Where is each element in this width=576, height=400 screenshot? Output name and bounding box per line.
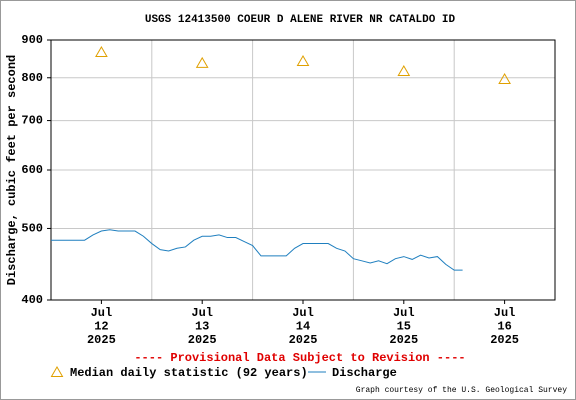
- x-tick-label: 2025: [289, 333, 318, 347]
- triangle-marker: [498, 72, 511, 84]
- legend-label: Discharge: [332, 366, 397, 380]
- y-tick-label: 800: [21, 71, 43, 85]
- x-tick-label: 2025: [389, 333, 418, 347]
- x-tick-label: Jul: [292, 306, 314, 320]
- x-tick-label: 2025: [87, 333, 116, 347]
- chart-title: USGS 12413500 COEUR D ALENE RIVER NR CAT…: [145, 14, 456, 26]
- triangle-marker: [195, 56, 209, 68]
- credit: Graph courtesy of the U.S. Geological Su…: [356, 386, 567, 395]
- provisional-note: ---- Provisional Data Subject to Revisio…: [134, 351, 465, 365]
- x-tick-label: 16: [497, 320, 511, 334]
- x-tick-label: 2025: [188, 333, 217, 347]
- triangle-marker: [397, 65, 411, 77]
- y-tick-label: 500: [21, 222, 43, 236]
- legend-label: Median daily statistic (92 years): [70, 366, 308, 380]
- triangle-marker: [296, 54, 310, 66]
- triangle-marker: [95, 45, 108, 57]
- x-tick-label: 2025: [490, 333, 519, 347]
- x-tick-label: Jul: [91, 306, 113, 320]
- x-tick-label: Jul: [191, 306, 213, 320]
- y-tick-label: 700: [21, 114, 43, 128]
- y-axis-label: Discharge, cubic feet per second: [5, 55, 19, 285]
- discharge-line: [51, 229, 463, 271]
- triangle-marker: [50, 366, 64, 377]
- x-tick-label: 15: [397, 320, 411, 334]
- y-tick-label: 900: [21, 33, 43, 47]
- x-tick-label: 14: [296, 320, 310, 334]
- plot-border: [50, 39, 556, 301]
- x-tick-label: Jul: [393, 306, 415, 320]
- x-tick-label: Jul: [494, 306, 516, 320]
- x-tick-label: 12: [94, 320, 108, 334]
- x-tick-label: 13: [195, 320, 209, 334]
- y-tick-label: 600: [21, 163, 43, 177]
- y-tick-label: 400: [21, 293, 43, 307]
